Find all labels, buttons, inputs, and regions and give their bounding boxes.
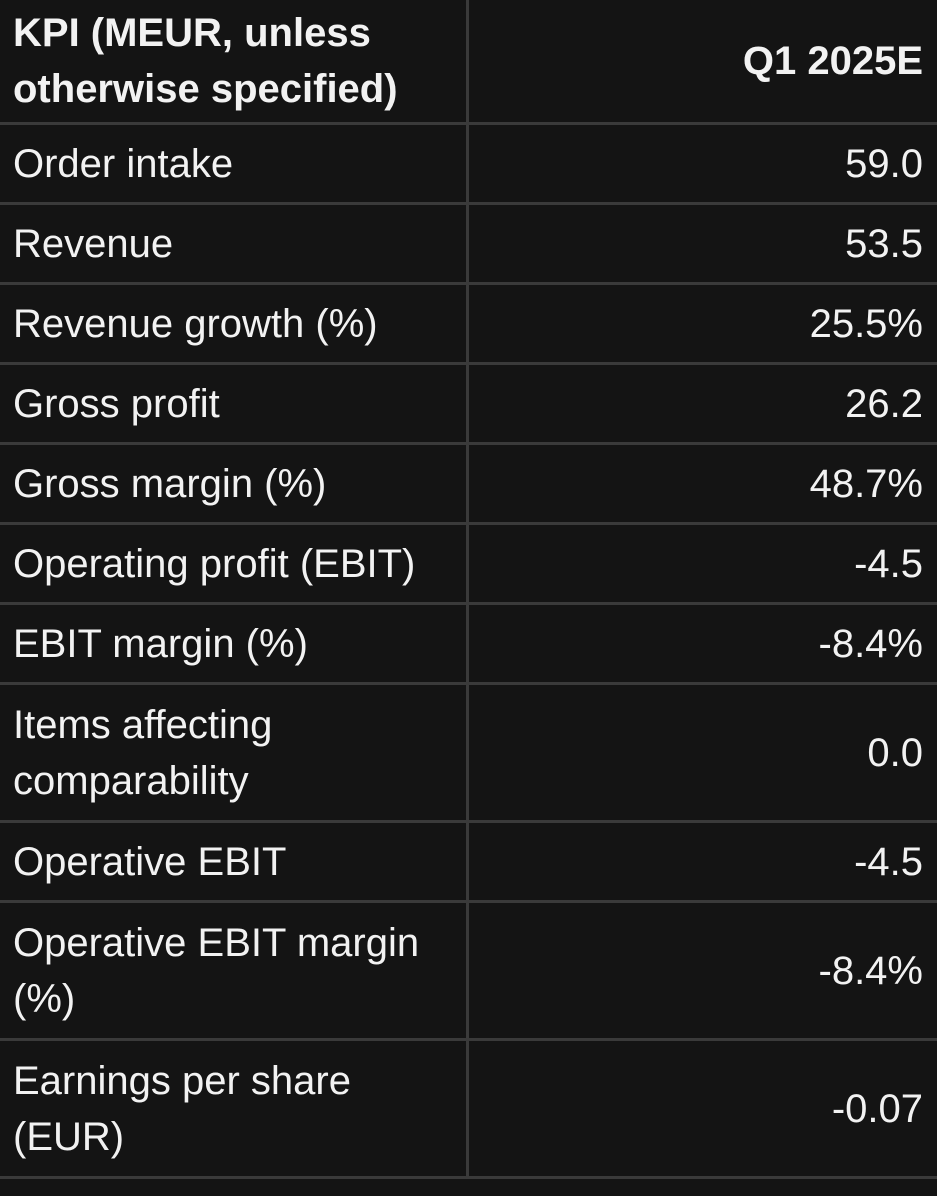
row-label: Revenue growth (%) <box>0 282 469 365</box>
row-value: 25.5% <box>465 282 937 365</box>
table-row: Revenue growth (%) 25.5% <box>0 282 937 365</box>
table-row: Operating profit (EBIT) -4.5 <box>0 522 937 605</box>
row-value: 48.7% <box>465 442 937 525</box>
row-value: -0.07 <box>465 1038 937 1179</box>
table-row: Operative EBIT -4.5 <box>0 820 937 903</box>
row-label: Items affecting comparability <box>0 682 469 823</box>
table-header-row: KPI (MEUR, unless otherwise specified) Q… <box>0 0 937 125</box>
kpi-column-header: KPI (MEUR, unless otherwise specified) <box>0 0 469 125</box>
row-value: 53.5 <box>465 202 937 285</box>
row-label: Gross margin (%) <box>0 442 469 525</box>
row-value: -8.4% <box>465 602 937 685</box>
row-label: EBIT margin (%) <box>0 602 469 685</box>
row-value: 26.2 <box>465 362 937 445</box>
row-label: Operative EBIT margin (%) <box>0 900 469 1041</box>
row-value: 0.0 <box>465 682 937 823</box>
row-value: -4.5 <box>465 522 937 605</box>
row-label: Order intake <box>0 122 469 205</box>
table-row: EBIT margin (%) -8.4% <box>0 602 937 685</box>
row-label: Gross profit <box>0 362 469 445</box>
table-row: Gross margin (%) 48.7% <box>0 442 937 525</box>
table-row: Items affecting comparability 0.0 <box>0 682 937 823</box>
period-column-header: Q1 2025E <box>465 0 937 125</box>
row-value: 59.0 <box>465 122 937 205</box>
row-value: -4.5 <box>465 820 937 903</box>
row-label: Revenue <box>0 202 469 285</box>
row-label: Operating profit (EBIT) <box>0 522 469 605</box>
table-row: Order intake 59.0 <box>0 122 937 205</box>
table-row: Gross profit 26.2 <box>0 362 937 445</box>
table-row: Earnings per share (EUR) -0.07 <box>0 1038 937 1179</box>
row-label: Earnings per share (EUR) <box>0 1038 469 1179</box>
table-row: Revenue 53.5 <box>0 202 937 285</box>
table-row: Operative EBIT margin (%) -8.4% <box>0 900 937 1041</box>
row-value: -8.4% <box>465 900 937 1041</box>
row-label: Operative EBIT <box>0 820 469 903</box>
